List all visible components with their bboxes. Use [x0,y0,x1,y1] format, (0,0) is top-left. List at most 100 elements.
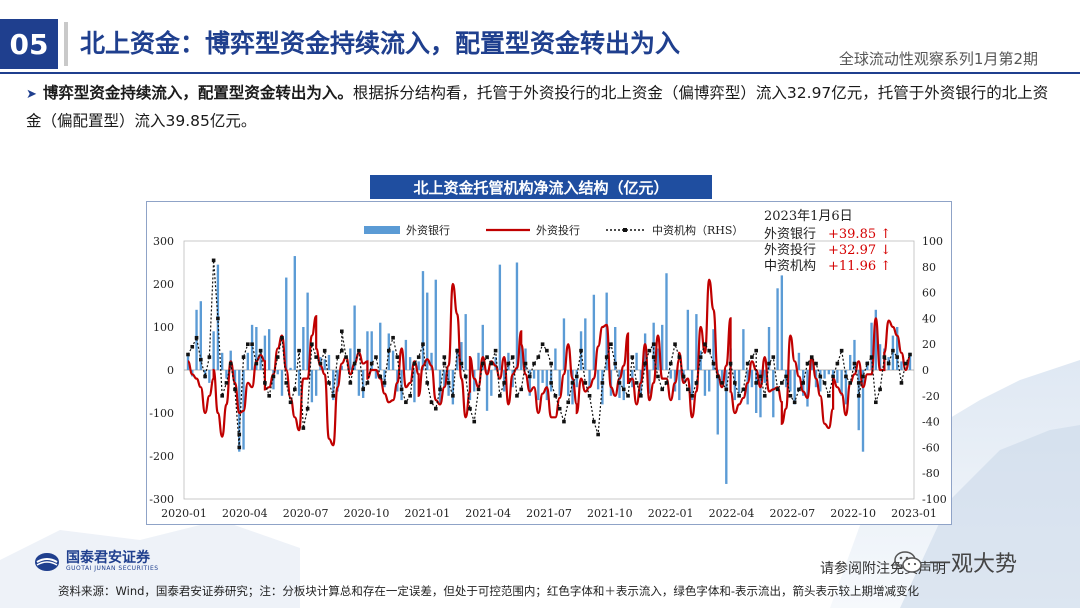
point-中资机构 [668,361,673,366]
point-中资机构 [741,387,746,392]
page-title: 北上资金：博弈型资金持续流入，配置型资金转出为入 [80,29,681,58]
point-中资机构 [374,355,378,359]
y-left-tick-label: 300 [153,235,174,248]
point-中资机构 [660,387,665,392]
point-中资机构 [574,374,579,379]
bar-外资银行 [208,370,211,383]
bar-外资银行 [575,370,578,388]
bar-外资银行 [541,370,544,383]
point-中资机构 [408,394,412,398]
point-中资机构 [455,348,459,353]
point-中资机构 [861,374,865,379]
point-中资机构 [263,381,267,385]
y-right-tick-label: -40 [922,416,940,429]
point-中资机构 [246,342,250,346]
point-中资机构 [271,374,276,379]
point-中资机构 [681,374,686,379]
bar-外资银行 [549,370,553,392]
bar-外资银行 [272,370,275,390]
point-中资机构 [322,348,327,353]
point-中资机构 [587,394,592,398]
point-中资机构 [331,394,336,398]
bar-外资银行 [332,370,335,401]
point-中资机构 [369,361,374,366]
bar-外资银行 [567,370,570,396]
annotation-value: +32.97 ↓ [828,243,891,258]
bullet-bold: 博弈型资金持续流入，配置型资金转出为入。 [42,84,353,102]
bar-外资银行 [528,370,531,396]
bar-外资银行 [289,367,292,370]
chart-title: 北上资金托管机构净流入结构（亿元） [370,175,712,199]
bar-外资银行 [340,365,343,370]
bar-外资银行 [455,348,459,370]
point-中资机构 [459,361,464,366]
bar-外资银行 [844,370,848,405]
point-中资机构 [254,361,259,366]
point-中资机构 [596,432,600,437]
bar-外资银行 [797,352,801,370]
point-中资机构 [395,355,400,359]
point-中资机构 [250,342,254,346]
point-中资机构 [801,381,805,385]
x-tick-label: 2021-07 [526,507,572,520]
bar-外资银行 [349,348,352,370]
bar-外资银行 [759,370,762,418]
point-中资机构 [258,348,263,353]
bar-外资银行 [421,271,425,370]
point-中资机构 [745,361,750,366]
point-中资机构 [446,381,451,385]
point-中资机构 [476,387,481,392]
bar-外资银行 [853,339,856,370]
bullet-paragraph: ➤ 博弈型资金持续流入，配置型资金转出为入。根据拆分结构看，托管于外资投行的北上资… [26,80,1056,135]
point-中资机构 [438,387,442,392]
bar-外资银行 [554,348,557,370]
point-中资机构 [536,355,541,359]
point-中资机构 [839,348,844,353]
point-中资机构 [404,400,408,405]
bar-外资银行 [661,324,664,370]
y-left-tick-label: -100 [149,407,174,420]
point-中资机构 [690,394,694,398]
point-中资机构 [267,394,271,398]
point-中资机构 [711,361,716,366]
bar-外资银行 [780,275,784,370]
point-中资机构 [540,342,545,346]
bar-外资银行 [755,370,758,413]
bar-外资银行 [391,350,395,370]
bar-外资银行 [297,370,301,396]
bar-外资银行 [562,318,566,370]
point-中资机构 [715,374,720,379]
bar-外资银行 [498,264,502,370]
legend-label-domestic: 中资机构（RHS） [652,223,743,237]
bar-外资银行 [524,348,527,370]
wechat-name: 一观大势 [929,552,1018,577]
point-中资机构 [241,355,246,359]
point-中资机构 [822,381,827,385]
bar-外资银行 [806,370,809,407]
point-中资机构 [771,355,776,359]
point-中资机构 [357,348,361,353]
legend-swatch-bank [364,226,400,234]
bar-外资银行 [464,314,467,370]
bar-外资银行 [507,352,510,370]
point-中资机构 [237,445,242,450]
point-中资机构 [895,355,899,359]
point-中资机构 [758,374,763,379]
point-中资机构 [592,419,596,424]
y-right-tick-label: 60 [922,287,936,300]
point-中资机构 [472,419,477,424]
y-right-tick-label: 20 [922,338,936,351]
point-中资机构 [651,355,656,359]
bar-外资银行 [908,352,912,370]
point-中资机构 [301,426,306,430]
bar-外资银行 [772,370,775,418]
point-中资机构 [429,400,434,405]
point-中资机构 [297,348,301,353]
y-left-tick-label: 100 [153,321,174,334]
bar-外资银行 [280,370,284,396]
point-中资机构 [788,394,793,398]
point-中资机构 [869,355,874,359]
bar-外资银行 [460,342,463,370]
point-中资机构 [686,387,690,392]
